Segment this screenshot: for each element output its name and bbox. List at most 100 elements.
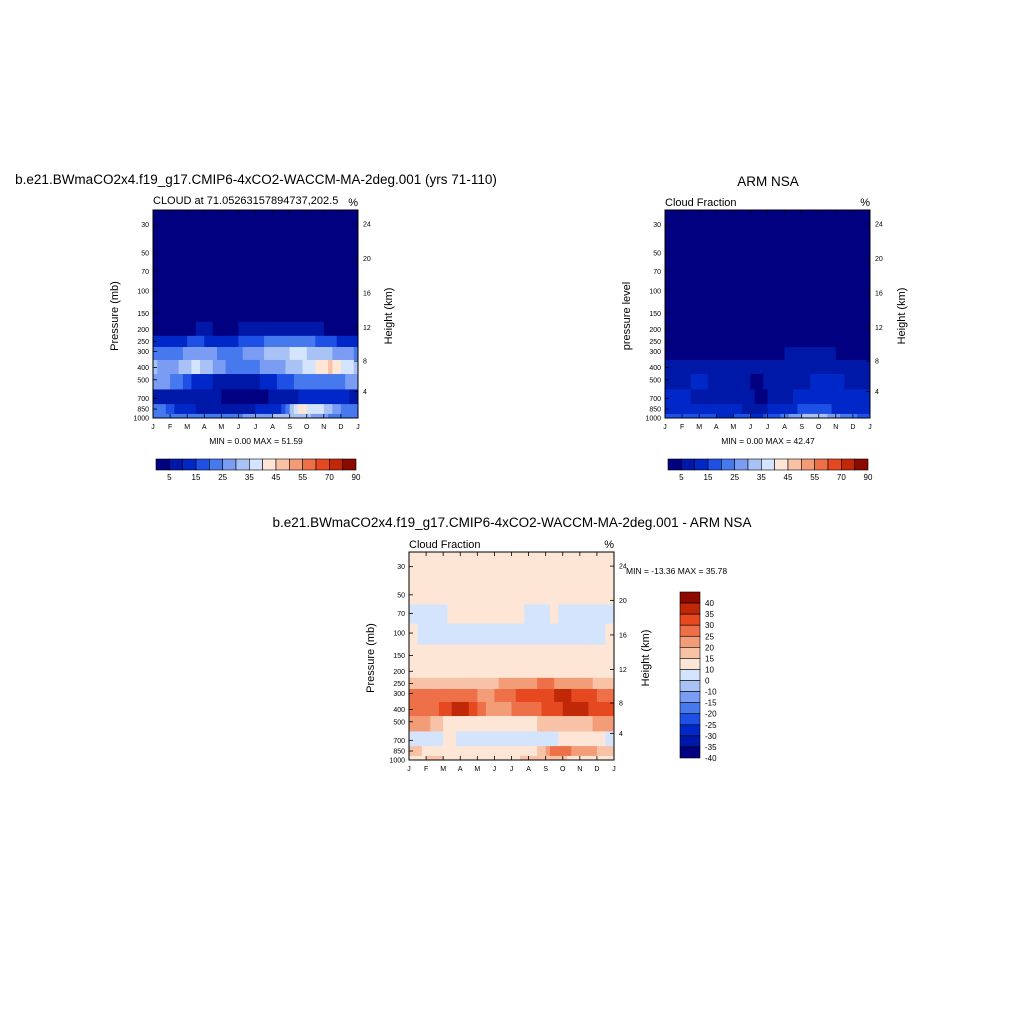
contour-cell — [741, 373, 747, 390]
contour-cell — [767, 302, 773, 322]
contour-cell — [298, 302, 303, 322]
contour-cell — [835, 373, 841, 390]
contour-cell — [609, 715, 615, 732]
contour-cell — [588, 580, 594, 605]
contour-cell — [191, 210, 197, 303]
contour-cell — [443, 663, 448, 678]
contour-cell — [737, 413, 743, 419]
contour-cell — [805, 413, 811, 419]
colorbar-box — [827, 458, 842, 471]
contour-cell — [545, 604, 551, 624]
contour-cell — [737, 302, 743, 322]
contour-cell — [528, 623, 534, 645]
y-tick-label: 250 — [649, 339, 661, 346]
contour-cell — [716, 302, 721, 322]
colorbar-label: -25 — [705, 721, 717, 730]
contour-cell — [191, 346, 197, 360]
y-tick-label: 200 — [393, 669, 405, 676]
colorbar-box — [679, 713, 701, 726]
contour-cell — [703, 403, 709, 414]
contour-cell — [810, 403, 815, 414]
contour-cell — [669, 210, 674, 303]
contour-cell — [733, 335, 738, 347]
contour-cell — [758, 413, 764, 419]
contour-cell — [665, 321, 670, 336]
contour-cell — [857, 346, 862, 360]
contour-cell — [170, 359, 175, 375]
contour-cell — [251, 389, 256, 405]
contour-cell — [161, 413, 167, 419]
contour-cell — [251, 359, 256, 375]
contour-cell — [174, 413, 180, 419]
contour-cell — [515, 580, 521, 605]
contour-cell — [771, 359, 777, 375]
contour-cell — [515, 701, 521, 717]
contour-cell — [289, 373, 295, 390]
contour-cell — [443, 731, 448, 747]
contour-cell — [473, 688, 478, 702]
contour-cell — [848, 373, 854, 390]
contour-cell — [281, 346, 286, 360]
contour-cell — [306, 373, 312, 390]
contour-cell — [507, 755, 512, 761]
contour-cell — [460, 552, 465, 582]
contour-cell — [319, 346, 325, 360]
contour-cell — [549, 552, 555, 582]
contour-cell — [528, 731, 534, 747]
contour-cell — [409, 688, 414, 702]
contour-cell — [502, 715, 508, 732]
y-tick-label: 500 — [649, 377, 661, 384]
contour-cell — [298, 359, 303, 375]
contour-cell — [157, 321, 162, 336]
contour-cell — [609, 731, 615, 747]
contour-cell — [805, 302, 811, 322]
contour-cell — [443, 623, 448, 645]
contour-cell — [776, 359, 781, 375]
contour-cell — [311, 346, 316, 360]
contour-cell — [707, 359, 713, 375]
contour-cell — [729, 346, 734, 360]
contour-cell — [831, 346, 837, 360]
contour-cell — [345, 403, 350, 414]
contour-cell — [758, 359, 764, 375]
contour-cell — [746, 373, 751, 390]
contour-cell — [703, 335, 709, 347]
contour-cell — [438, 552, 444, 582]
contour-cell — [464, 688, 470, 702]
contour-cell — [234, 413, 239, 419]
contour-cell — [848, 210, 854, 303]
contour-cell — [515, 745, 521, 756]
contour-cell — [524, 688, 529, 702]
contour-cell — [686, 413, 692, 419]
contour-cell — [810, 389, 815, 405]
contour-cell — [468, 745, 474, 756]
contour-cell — [549, 604, 555, 624]
contour-cell — [182, 335, 188, 347]
model-panel: b.e21.BWmaCO2x4.f19_g17.CMIP6-4xCO2-WACC… — [15, 172, 497, 482]
contour-cell — [609, 755, 615, 761]
contour-cell — [605, 644, 611, 664]
contour-cell — [174, 359, 180, 375]
contour-cell — [332, 335, 338, 347]
contour-cell — [763, 389, 768, 405]
contour-cell — [434, 745, 440, 756]
contour-cell — [520, 715, 525, 732]
contour-cell — [477, 644, 482, 664]
contour-cell — [477, 604, 482, 624]
contour-cell — [575, 580, 581, 605]
contour-cell — [204, 210, 209, 303]
contour-cell — [754, 302, 760, 322]
contour-cell — [498, 580, 504, 605]
contour-cell — [703, 389, 709, 405]
contour-cell — [165, 210, 171, 303]
contour-cell — [328, 403, 333, 414]
x-tick-label: A — [458, 766, 463, 773]
contour-cell — [673, 403, 679, 414]
contour-cell — [720, 373, 726, 390]
contour-cell — [349, 210, 355, 303]
contour-cell — [511, 623, 517, 645]
contour-cell — [165, 403, 171, 414]
contour-cell — [413, 688, 418, 702]
contour-cell — [694, 210, 700, 303]
contour-cell — [264, 389, 269, 405]
